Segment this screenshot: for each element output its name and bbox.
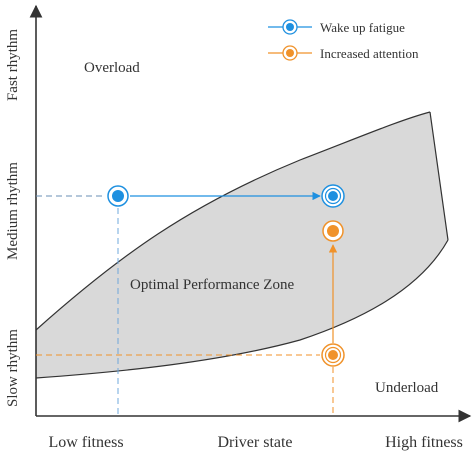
y-label-fast-rhythm: Fast rhythm <box>5 29 21 101</box>
optimal-zone-area <box>36 112 448 378</box>
legend-label-wake-up-fatigue: Wake up fatigue <box>320 20 405 35</box>
optimal-zone-right-edge <box>429 111 449 241</box>
orange-end-marker <box>322 220 344 242</box>
optimal-zone-upper-boundary <box>35 111 431 331</box>
x-label-low-fitness: Low fitness <box>48 434 123 451</box>
blue-start-marker <box>107 185 129 207</box>
x-label-driver-state: Driver state <box>217 434 292 451</box>
y-label-medium-rhythm: Medium rhythm <box>5 162 21 260</box>
legend: Wake up fatigue Increased attention <box>268 19 419 61</box>
legend-item-increased-attention: Increased attention <box>268 45 419 61</box>
overload-label: Overload <box>84 60 140 76</box>
underload-label: Underload <box>375 380 439 396</box>
optimal-zone-label: Optimal Performance Zone <box>130 277 294 293</box>
y-label-slow-rhythm: Slow rhythm <box>5 329 21 407</box>
legend-item-wake-up-fatigue: Wake up fatigue <box>268 19 405 35</box>
legend-label-increased-attention: Increased attention <box>320 46 419 61</box>
optimal-zone-lower-boundary <box>35 239 449 379</box>
blue-end-marker <box>321 184 345 208</box>
x-label-high-fitness: High fitness <box>385 434 463 451</box>
orange-start-marker <box>321 343 345 367</box>
